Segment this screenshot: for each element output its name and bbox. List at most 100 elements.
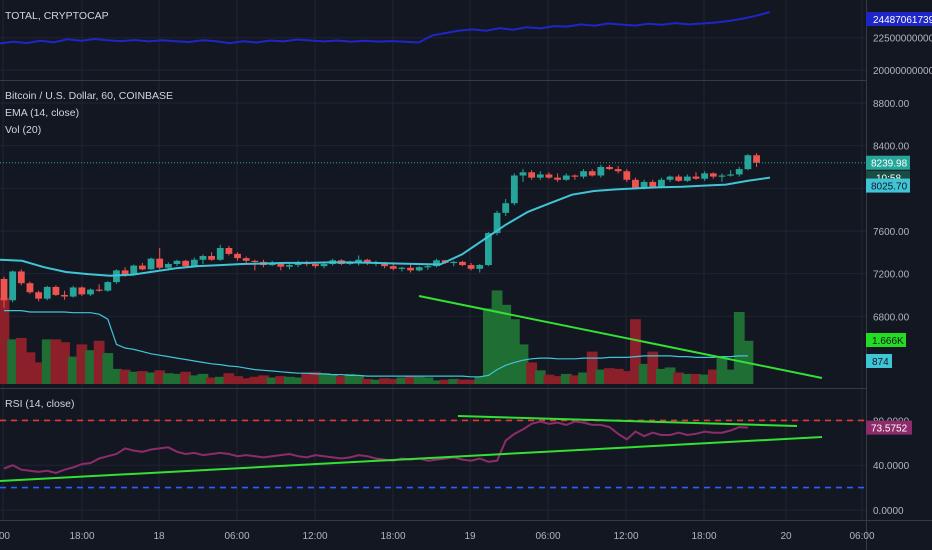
- volume-bar: [647, 351, 659, 384]
- candles-layer[interactable]: [0, 153, 866, 308]
- ema-legend: EMA (14, close): [5, 107, 79, 119]
- candle-down: [52, 286, 60, 295]
- candle-down: [251, 260, 259, 263]
- time-tick-label: 12:00: [302, 531, 327, 542]
- price-axis-label: 8400.00: [873, 142, 910, 153]
- candle-up: [130, 265, 138, 275]
- candle-down: [675, 176, 683, 181]
- volume-bar: [33, 362, 44, 384]
- candle-down: [407, 267, 414, 271]
- candle-up: [104, 282, 112, 291]
- volume-bar: [699, 374, 711, 384]
- total-last-value: 244870617396: [873, 15, 932, 26]
- rsi-support-trendline: [0, 436, 823, 482]
- volume-bar: [448, 378, 460, 384]
- volume-bar: [457, 379, 468, 384]
- volume-value: 1.666K: [872, 336, 904, 347]
- candle-down: [242, 258, 250, 261]
- volume-bar: [621, 371, 633, 384]
- volume-bar: [491, 290, 503, 384]
- volume-bar: [664, 367, 676, 384]
- candle-up: [147, 258, 155, 270]
- candle-up: [510, 175, 518, 204]
- total-pane[interactable]: [0, 11, 771, 45]
- candle-up: [294, 262, 302, 266]
- volume-bar: [240, 378, 252, 384]
- price-axis-label: 7200.00: [873, 270, 910, 281]
- ema-line: [0, 176, 771, 277]
- volume-bar: [431, 380, 442, 384]
- volume-bar: [379, 378, 390, 384]
- drawings-layer[interactable]: [0, 295, 823, 482]
- volume-bar: [214, 376, 226, 384]
- rsi-axis-label: 0.0000: [873, 506, 904, 517]
- time-axis[interactable]: :00 18:00 18 06:00 12:00 18:00 19 06:00 12:00 18:…: [0, 531, 875, 542]
- total-pane-title: TOTAL, CRYPTOCAP: [5, 10, 109, 22]
- time-tick-label: 18:00: [380, 531, 405, 542]
- volume-bar: [119, 369, 131, 384]
- candle-up: [597, 166, 605, 176]
- candle-down: [225, 248, 233, 254]
- last-price-tag: [866, 155, 910, 170]
- candle-up: [69, 287, 77, 297]
- volume-bar: [335, 376, 347, 384]
- candle-down: [709, 173, 717, 177]
- candle-up: [683, 176, 691, 181]
- volume-bar: [284, 376, 295, 384]
- volume-bar: [353, 375, 365, 384]
- total-last-value-tag: [866, 12, 932, 26]
- volume-bar: [370, 379, 382, 384]
- candle-down: [312, 264, 319, 267]
- candle-down: [121, 270, 129, 275]
- rsi-pane[interactable]: [0, 419, 866, 489]
- volume-bar: [171, 373, 183, 384]
- candle-down: [277, 262, 285, 267]
- volume-layer: [0, 290, 754, 384]
- volume-ma-line: [4, 310, 748, 378]
- candle-down: [156, 258, 164, 268]
- candle-up: [164, 264, 172, 268]
- candle-up: [502, 203, 510, 213]
- volume-bar: [387, 378, 399, 384]
- volume-bar: [137, 371, 148, 384]
- candle-down: [363, 259, 371, 264]
- volume-bar: [586, 351, 598, 384]
- volume-bar: [24, 352, 36, 384]
- candle-down: [545, 174, 553, 178]
- volume-bar: [673, 372, 685, 384]
- rsi-value: 73.5752: [871, 424, 908, 435]
- candle-up: [398, 267, 406, 269]
- price-trendline: [418, 295, 823, 379]
- volume-ma-value: 874: [872, 357, 889, 368]
- candle-down: [692, 176, 700, 179]
- candle-down: [234, 253, 241, 259]
- time-tick-label: 06:00: [849, 531, 874, 542]
- main-pane-title: Bitcoin / U.S. Dollar, 60, COINBASE: [5, 90, 173, 102]
- time-tick-label: 06:00: [535, 531, 560, 542]
- volume-bar: [223, 373, 235, 384]
- candle-down: [208, 256, 215, 260]
- volume-bar: [318, 373, 330, 384]
- candle-up: [519, 172, 527, 176]
- candle-down: [459, 261, 466, 266]
- volume-bar: [630, 319, 641, 384]
- volume-legend: Vol (20): [5, 124, 41, 136]
- time-tick-label: 19: [464, 531, 476, 542]
- volume-bar: [422, 377, 434, 384]
- rsi-resistance-trendline: [457, 415, 798, 427]
- candle-down: [528, 172, 536, 178]
- volume-bar: [534, 370, 546, 384]
- volume-bar: [76, 344, 88, 384]
- price-axis-label: 6800.00: [873, 312, 910, 323]
- price-axis-label: 7600.00: [873, 227, 910, 238]
- candle-up: [701, 173, 709, 179]
- time-tick-label: 18:00: [691, 531, 716, 542]
- volume-bar: [707, 369, 719, 384]
- candle-up: [735, 169, 743, 175]
- volume-bar: [111, 368, 122, 384]
- rsi-axis-label: 40.0000: [873, 461, 910, 472]
- candle-down: [0, 278, 8, 301]
- candle-up: [580, 171, 587, 177]
